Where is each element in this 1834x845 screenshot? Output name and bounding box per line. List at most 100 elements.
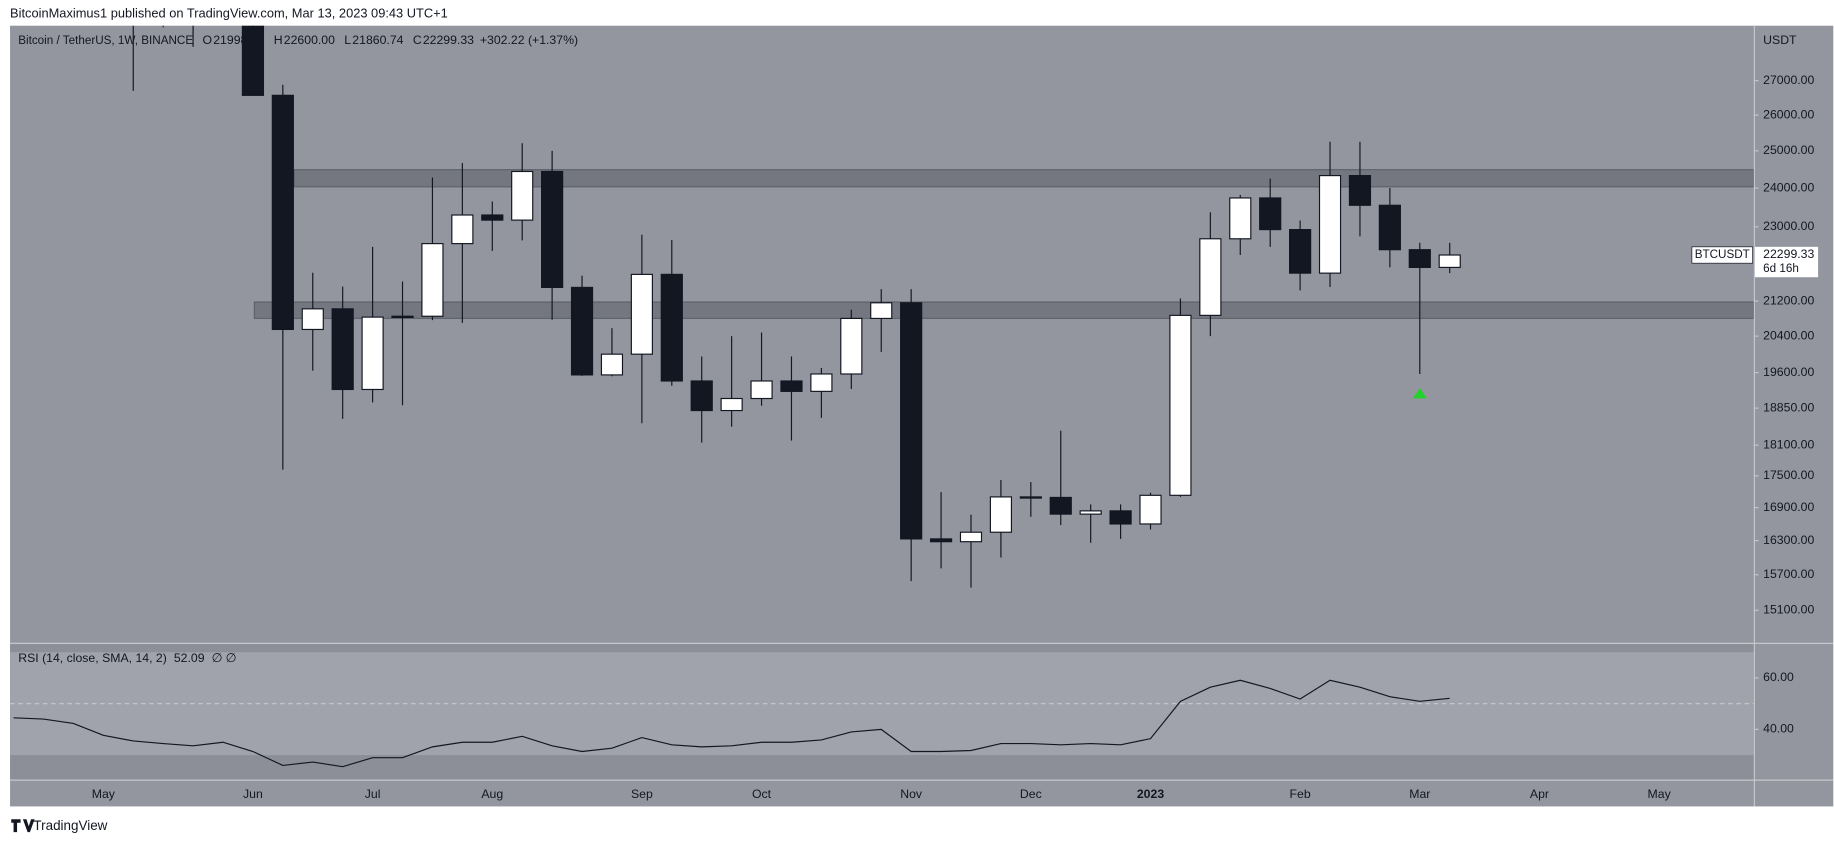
- x-tick-label: Jul: [365, 787, 381, 801]
- candle-body: [331, 308, 354, 391]
- x-tick-label: Mar: [1409, 787, 1430, 801]
- candle-body: [810, 373, 833, 392]
- publisher: BitcoinMaximus1 published on TradingView…: [10, 5, 448, 20]
- signal-marker: [1412, 387, 1427, 399]
- rsi-legend: RSI (14, close, SMA, 14, 2) 52.09 ∅ ∅: [18, 651, 236, 665]
- candle-body: [541, 170, 564, 289]
- zone: [253, 301, 1754, 320]
- candle-body: [1408, 249, 1431, 268]
- y-tick-label: 19600.00: [1763, 365, 1814, 379]
- y-tick-label: 18850.00: [1763, 400, 1814, 414]
- x-tick-label: Jun: [243, 787, 263, 801]
- last-price-box: [1754, 246, 1819, 278]
- candle-body: [241, 25, 265, 96]
- x-tick-label: Sep: [631, 787, 653, 801]
- candle-body: [421, 243, 444, 317]
- y-tick-label: 27000.00: [1763, 73, 1814, 87]
- x-tick-label: Apr: [1530, 787, 1549, 801]
- zone: [293, 169, 1754, 188]
- legend-key: O: [203, 33, 213, 47]
- candle-body: [690, 380, 713, 412]
- candle-body: [570, 286, 594, 376]
- y-tick-label: 16300.00: [1763, 533, 1814, 547]
- candle-body: [1289, 229, 1312, 274]
- y-tick-label: 15100.00: [1763, 602, 1814, 616]
- rsi-line: [13, 679, 1450, 768]
- candle-body: [361, 316, 384, 391]
- candle-body: [1318, 175, 1342, 274]
- candle-body: [451, 214, 474, 245]
- legend-value: 21860.74: [352, 33, 403, 47]
- legend-key: C: [413, 33, 422, 47]
- symbol-label-box: [1691, 246, 1754, 264]
- x-tick-label: Feb: [1290, 787, 1311, 801]
- candle-body: [391, 315, 414, 318]
- x-tick-label: 2023: [1137, 787, 1164, 801]
- candle-body: [1169, 314, 1192, 496]
- legend: Bitcoin / TetherUS, 1W, BINANCE O21998.00…: [18, 33, 578, 47]
- y-tick-label: 25000.00: [1763, 143, 1814, 157]
- candle-body: [900, 302, 923, 540]
- candle-body: [1019, 496, 1042, 499]
- y-tick-label: 17500.00: [1763, 468, 1814, 482]
- candle-body: [1438, 254, 1461, 268]
- candle-body: [959, 531, 983, 543]
- legend-key: H: [274, 33, 283, 47]
- legend-key: L: [344, 33, 351, 47]
- y-tick-label: 24000.00: [1763, 180, 1814, 194]
- candle-body: [989, 496, 1013, 533]
- candle-body: [1259, 197, 1282, 231]
- x-tick-label: May: [1648, 787, 1672, 801]
- price-pane: [132, 0, 1754, 588]
- x-tick-label: Dec: [1020, 787, 1042, 801]
- candle-body: [600, 353, 624, 376]
- countdown: 6d 16h: [1763, 262, 1799, 275]
- y-tick-label: 15700.00: [1763, 567, 1814, 581]
- x-tick-label: Oct: [752, 787, 772, 801]
- legend-value: 22600.00: [284, 33, 335, 47]
- legend-change: +302.22 (+1.37%): [480, 33, 578, 47]
- candle-body: [1079, 510, 1102, 515]
- y-tick-label: 18100.00: [1763, 437, 1814, 451]
- candle-body: [840, 317, 863, 375]
- legend-symbol: Bitcoin / TetherUS, 1W, BINANCE: [18, 34, 193, 47]
- y-tick-label: 21200.00: [1763, 293, 1814, 307]
- y-tick-label: 20400.00: [1763, 328, 1814, 342]
- legend-value: 21998.00: [213, 33, 264, 47]
- rsi-tick-label: 60.00: [1763, 670, 1794, 684]
- y-tick-label: 16900.00: [1763, 500, 1814, 514]
- candle-body: [780, 380, 803, 392]
- rsi-extra: ∅ ∅: [212, 651, 237, 665]
- x-tick-label: May: [92, 787, 116, 801]
- candle-body: [750, 380, 773, 400]
- axis-unit: USDT: [1763, 33, 1797, 47]
- candle-body: [929, 538, 953, 543]
- last-price: 22299.33: [1763, 247, 1814, 261]
- x-tick-label: Aug: [481, 787, 503, 801]
- candle-body: [1139, 494, 1162, 525]
- rsi-title: RSI (14, close, SMA, 14, 2): [18, 651, 167, 665]
- rsi-pane: [10, 643, 1754, 780]
- candle-body: [1348, 175, 1372, 206]
- candle-body: [720, 397, 743, 412]
- legend-value: 22299.33: [423, 33, 474, 47]
- rsi-tick-label: 40.00: [1763, 722, 1794, 736]
- candle-body: [153, 0, 174, 2]
- y-tick-label: 23000.00: [1763, 219, 1814, 233]
- candle-body: [1109, 510, 1132, 525]
- rsi-value: 52.09: [174, 651, 205, 665]
- candle-body: [630, 273, 653, 355]
- candle-body: [1229, 197, 1252, 240]
- candle-body: [511, 170, 534, 221]
- y-tick-label: 26000.00: [1763, 107, 1814, 121]
- candle-body: [1378, 204, 1401, 251]
- axes: 27000.00 26000.00 25000.00 24000.00 23000.00…: [18, 73, 1819, 801]
- candle-body: [481, 214, 504, 221]
- candle-body: [1199, 238, 1222, 316]
- symbol-label: BTCUSDT: [1695, 248, 1750, 261]
- candle-body: [660, 273, 683, 382]
- footer-logo: [11, 819, 35, 833]
- candle-body: [301, 308, 324, 331]
